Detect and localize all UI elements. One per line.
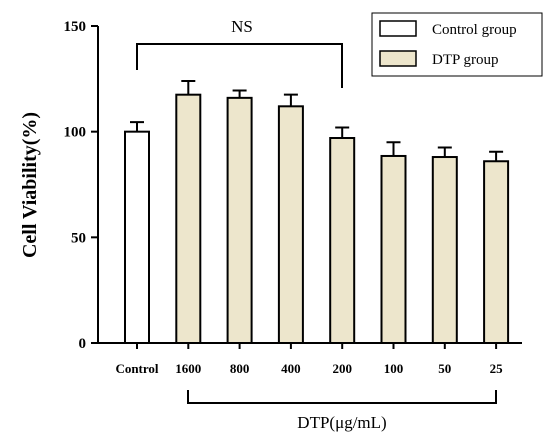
x-group-bracket: DTP(μg/mL) <box>187 390 497 432</box>
bar-50 <box>431 156 458 344</box>
x-tick-label: 800 <box>230 361 250 376</box>
bars <box>124 93 510 344</box>
error-bar-50 <box>437 146 452 158</box>
x-tick-label: 50 <box>438 361 451 376</box>
x-tick-label: 100 <box>384 361 404 376</box>
x-tick-label: 400 <box>281 361 301 376</box>
error-bar-Control <box>130 121 144 132</box>
y-tick-label: 50 <box>71 230 86 246</box>
error-bar-25 <box>489 150 504 162</box>
ns-annotation: NS <box>231 17 253 36</box>
legend-swatch-control <box>379 20 417 37</box>
y-tick-label: 150 <box>64 19 87 35</box>
error-bar-800 <box>232 89 247 98</box>
x-axis-title: DTP(μg/mL) <box>297 413 386 432</box>
legend: Control group DTP group <box>371 12 543 77</box>
legend-label-control: Control group <box>432 22 517 38</box>
legend-item-control: Control group <box>379 20 517 38</box>
y-tick-label: 0 <box>79 336 87 352</box>
error-bar-100 <box>386 141 401 156</box>
x-tick-label: 200 <box>332 361 352 376</box>
legend-label-dtp: DTP group <box>432 52 499 68</box>
bar-400 <box>277 105 304 344</box>
bar-Control <box>124 130 150 344</box>
bar-100 <box>380 154 407 344</box>
error-bar-200 <box>335 126 350 139</box>
error-bar-1600 <box>181 79 196 95</box>
ns-bracket: NS <box>136 17 343 88</box>
bar-800 <box>226 96 253 344</box>
bar-25 <box>483 160 510 344</box>
y-tick-labels: 0 50 100 150 <box>64 19 87 352</box>
bar-200 <box>329 137 356 344</box>
bar-1600 <box>175 93 202 344</box>
y-axis-title: Cell Viability(%) <box>19 112 41 258</box>
x-tick-label: 25 <box>490 361 504 376</box>
y-tick-label: 100 <box>64 125 87 141</box>
error-bar-400 <box>283 93 298 107</box>
legend-item-dtp: DTP group <box>379 50 499 68</box>
x-tick-label: 1600 <box>175 361 201 376</box>
x-tick-labels: Control 1600 800 400 200 100 50 25 <box>115 361 503 376</box>
x-tick-label: Control <box>115 361 158 376</box>
error-bars <box>130 79 504 162</box>
legend-swatch-dtp <box>379 50 417 67</box>
